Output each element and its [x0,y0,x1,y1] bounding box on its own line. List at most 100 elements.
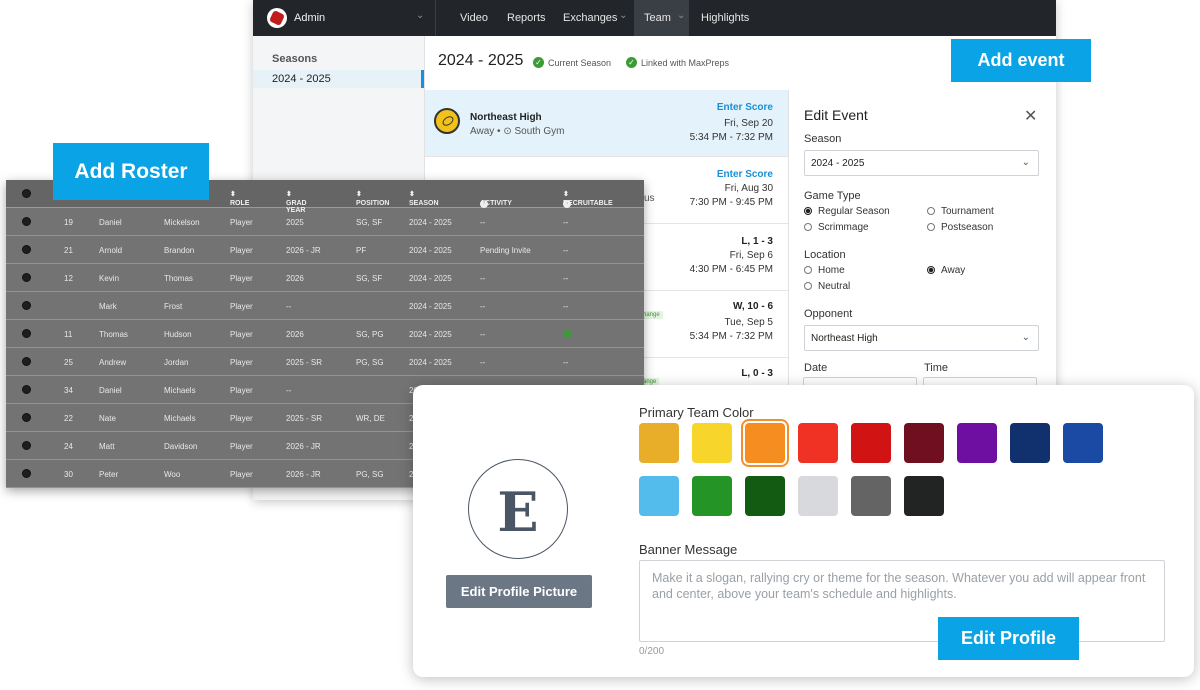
event-time: 7:30 PM - 9:45 PM [689,197,773,208]
table-row[interactable]: 30 Peter Woo Player 2026 - JR PG, SG 2 [6,460,644,488]
radio-home[interactable]: Home [804,265,845,276]
enter-score-link[interactable]: Enter Score [716,169,773,180]
radio-label: Regular Season [818,206,890,217]
admin-menu-label[interactable]: Admin [294,12,326,24]
banner-message-input[interactable] [639,560,1165,642]
color-swatch[interactable] [745,423,785,463]
edit-event-title: Edit Event [804,107,868,123]
cell-last-name: Hudson [164,330,192,339]
color-swatch[interactable] [798,476,838,516]
cell-position: SG, SF [356,274,383,283]
cell-last-name: Michaels [164,414,196,423]
chevron-down-icon[interactable]: ⌄ [677,10,686,21]
color-swatch[interactable] [957,423,997,463]
row-select-radio[interactable] [22,273,31,282]
cell-grad-year: 2025 - SR [286,358,323,367]
col-header-grad-year[interactable]: GRAD YEAR ⬍ [286,191,307,214]
team-logo-icon[interactable] [267,8,287,28]
close-icon[interactable]: ✕ [1024,108,1038,125]
date-label: Date [804,362,828,374]
radio-postseason[interactable]: Postseason [927,222,993,233]
table-row[interactable]: 25 Andrew Jordan Player 2025 - SR PG, SG 2024 … [6,348,644,376]
table-row[interactable]: Mark Frost Player -- 2024 - 2025 -- -- [6,292,644,320]
radio-neutral[interactable]: Neutral [804,281,850,292]
add-roster-button[interactable]: Add Roster [53,143,209,200]
cell-position: PF [356,246,367,255]
col-header-label: RECRUITABLE [563,200,613,207]
col-header-label: ROLE [230,200,250,207]
table-row[interactable]: 11 Thomas Hudson Player 2026 SG, PG 2024 - 202… [6,320,644,348]
row-select-radio[interactable] [22,245,31,254]
opponent-select[interactable]: Northeast High ⌄ [804,325,1039,351]
table-row[interactable]: 22 Nate Michaels Player 2025 - SR WR, DE 2 [6,404,644,432]
radio-scrimmage[interactable]: Scrimmage [804,222,869,233]
color-swatch[interactable] [692,423,732,463]
game-type-label: Game Type [804,190,861,202]
add-event-button[interactable]: Add event [951,39,1091,82]
event-date: Fri, Aug 30 [724,183,773,194]
table-row[interactable]: 12 Kevin Thomas Player 2026 SG, SF 2024 - 2025… [6,264,644,292]
cell-grad-year: 2026 - JR [286,442,321,451]
event-row-selected[interactable]: Northeast High Away • ⊙ South Gym Enter … [425,90,788,157]
table-row[interactable]: 19 Daniel Mickelson Player 2025 SG, SF 2024 - … [6,208,644,236]
nav-video[interactable]: Video [460,12,488,24]
chevron-down-icon[interactable]: ⌄ [619,10,628,21]
edit-profile-picture-button[interactable]: Edit Profile Picture [446,575,592,608]
color-swatch[interactable] [904,423,944,463]
radio-regular-season[interactable]: Regular Season [804,206,890,217]
football-icon [434,108,460,134]
cell-role: Player [230,414,253,423]
col-header-position[interactable]: POSITION ⬍ [356,191,390,207]
color-swatch[interactable] [1010,423,1050,463]
edit-profile-button[interactable]: Edit Profile [938,617,1079,660]
row-select-radio[interactable] [22,413,31,422]
enter-score-link[interactable]: Enter Score [716,102,773,113]
nav-highlights[interactable]: Highlights [701,12,750,24]
cell-first-name: Andrew [99,358,127,367]
nav-exchanges[interactable]: Exchanges [563,12,618,24]
col-header-season[interactable]: SEASON ⬍ [409,191,439,207]
select-all-radio[interactable] [22,189,31,198]
table-row[interactable]: 21 Arnold Brandon Player 2026 - JR PF 2024 - 2… [6,236,644,264]
color-swatch[interactable] [1063,423,1103,463]
row-select-radio[interactable] [22,329,31,338]
color-swatch[interactable] [692,476,732,516]
nav-reports[interactable]: Reports [507,12,546,24]
current-season-badge: Current Season [548,58,612,68]
cell-grad-year: 2026 [286,330,304,339]
col-header-recruitable[interactable]: i RECRUITABLE ⬍ [563,191,613,208]
color-swatch[interactable] [798,423,838,463]
color-swatch[interactable] [639,423,679,463]
season-select[interactable]: 2024 - 2025 ⌄ [804,150,1039,176]
event-tag: ange [640,378,660,386]
row-select-radio[interactable] [22,385,31,394]
col-header-role[interactable]: ROLE ⬍ [230,191,250,207]
color-swatch[interactable] [851,423,891,463]
row-select-radio[interactable] [22,469,31,478]
cell-first-name: Nate [99,414,116,423]
radio-icon [804,282,812,290]
color-swatch[interactable] [745,476,785,516]
cell-activity: -- [480,330,486,339]
event-location: us [644,193,655,204]
chevron-down-icon[interactable]: ⌄ [416,10,425,21]
row-select-radio[interactable] [22,441,31,450]
season-title: 2024 - 2025 [438,52,524,69]
color-swatch[interactable] [904,476,944,516]
radio-tournament[interactable]: Tournament [927,206,994,217]
color-swatch[interactable] [851,476,891,516]
radio-label: Tournament [941,206,994,217]
nav-team[interactable]: Team [644,12,671,24]
cell-role: Player [230,330,253,339]
sidebar-item-season[interactable]: 2024 - 2025 [253,70,424,88]
radio-away[interactable]: Away [927,265,965,276]
check-circle-icon: ✓ [626,57,637,68]
row-select-radio[interactable] [22,217,31,226]
col-header-label: POSITION [356,200,390,207]
table-row[interactable]: 24 Matt Davidson Player 2026 - JR 2 [6,432,644,460]
cell-last-name: Mickelson [164,218,200,227]
row-select-radio[interactable] [22,301,31,310]
row-select-radio[interactable] [22,357,31,366]
cell-jersey-number: 34 [64,386,73,395]
color-swatch[interactable] [639,476,679,516]
